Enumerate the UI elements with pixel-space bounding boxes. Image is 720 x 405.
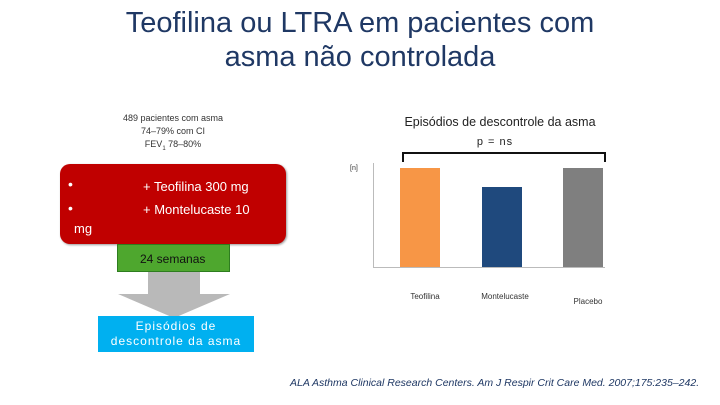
y-axis — [373, 163, 374, 268]
outcome-line-1: Episódios de — [135, 319, 217, 333]
population-summary: 489 pacientes com asma 74–79% com CI FEV… — [98, 112, 248, 156]
x-label-teofilina: Teofilina — [410, 292, 440, 301]
population-ci: 74–79% com CI — [140, 126, 206, 136]
outcome-line-2: descontrole da asma — [110, 334, 242, 348]
fev-subscript: 1 — [162, 145, 166, 152]
bullet-arm-1: • — [68, 176, 73, 192]
fev-value: 78–80% — [165, 139, 202, 149]
population-fev: FEV1 78–80% — [98, 138, 248, 156]
bullet-arm-2: • — [68, 200, 73, 216]
arm-theophylline: + Teofilina 300 mg — [143, 179, 249, 194]
flow-arrow-shaft — [148, 272, 200, 294]
chart-title: Episódios de descontrole da asma — [404, 115, 596, 129]
outcome-box: Episódios de descontrole da asma — [98, 316, 254, 352]
flow-arrow-head — [118, 294, 230, 318]
slide-title: Teofilina ou LTRA em pacientes com asma … — [0, 6, 720, 74]
fev-label: FEV — [144, 139, 163, 149]
bar-teofilina — [400, 168, 440, 267]
arm-montelukast: + Montelucaste 10 — [143, 202, 250, 217]
title-line-1: Teofilina ou LTRA em pacientes com — [125, 7, 595, 39]
population-count: 489 pacientes com asma — [122, 113, 224, 123]
treatment-arms-box: • + Teofilina 300 mg • + Montelucaste 10… — [60, 164, 286, 244]
arm-montelukast-unit: mg — [74, 221, 93, 236]
y-axis-unit: [n] — [350, 165, 358, 172]
bar-placebo — [563, 168, 603, 267]
x-label-placebo: Placebo — [573, 297, 603, 306]
p-value-annotation: p = ns — [476, 136, 514, 148]
citation: ALA Asthma Clinical Research Centers. Am… — [290, 377, 700, 389]
bar-montelucaste — [482, 187, 522, 267]
significance-bracket — [402, 152, 606, 162]
x-label-montelucaste: Montelucaste — [481, 292, 529, 301]
duration-box: 24 semanas — [117, 244, 230, 272]
x-axis — [373, 267, 605, 268]
title-line-2: asma não controlada — [224, 41, 496, 73]
